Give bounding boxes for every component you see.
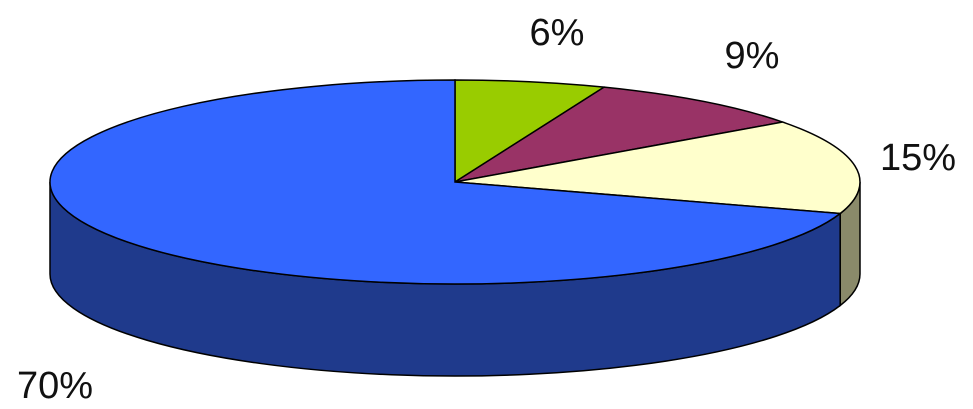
slice-label-2: 15% bbox=[880, 137, 956, 179]
pie-labels: 6% 9% 15% 70% bbox=[17, 12, 956, 407]
slice-label-0: 6% bbox=[530, 12, 585, 54]
pie-slice-3 bbox=[49, 79, 843, 285]
pie-slice-2 bbox=[454, 121, 861, 215]
slice-label-1: 9% bbox=[725, 35, 780, 77]
pie-tops bbox=[49, 79, 861, 285]
pie-slice-1 bbox=[454, 86, 786, 183]
pie-slice-0 bbox=[454, 79, 607, 184]
slice-label-3: 70% bbox=[17, 365, 93, 407]
